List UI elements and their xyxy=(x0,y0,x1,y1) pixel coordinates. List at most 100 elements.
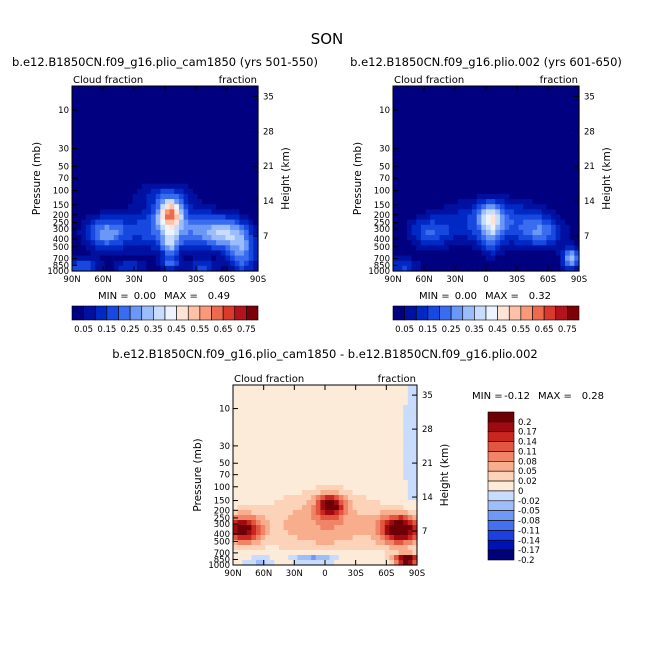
field-cell xyxy=(297,510,303,516)
field-cell xyxy=(237,480,243,486)
field-cell xyxy=(146,173,152,180)
field-cell xyxy=(380,485,386,491)
field-cell xyxy=(537,183,543,190)
field-cell xyxy=(434,204,441,210)
field-cell xyxy=(248,168,254,174)
field-cell xyxy=(260,555,266,561)
x-tick-label: 90S xyxy=(409,569,425,579)
field-cell xyxy=(551,147,557,154)
field-cell xyxy=(541,142,548,149)
field-cell xyxy=(453,147,459,154)
field-cell xyxy=(560,121,566,128)
field-cell xyxy=(251,540,257,546)
field-cell xyxy=(132,132,138,138)
field-cell xyxy=(375,485,381,491)
field-cell xyxy=(490,178,496,185)
field-cell xyxy=(230,183,236,190)
field-cell xyxy=(481,111,487,118)
field-cell xyxy=(412,420,418,426)
field-cell xyxy=(99,255,106,262)
field-cell xyxy=(155,199,161,205)
field-cell xyxy=(560,199,566,205)
height-tick-label: 28 xyxy=(422,425,433,435)
field-cell xyxy=(495,121,501,128)
field-cell xyxy=(230,127,236,133)
field-cell xyxy=(239,127,245,133)
y-tick-label: 700 xyxy=(374,255,390,265)
field-cell xyxy=(389,425,395,431)
field-cell xyxy=(85,188,92,195)
field-cell xyxy=(279,515,285,521)
field-cell xyxy=(490,193,496,200)
field-cell xyxy=(99,235,106,241)
field-cell xyxy=(311,435,317,441)
field-cell xyxy=(380,415,386,421)
field-cell xyxy=(242,405,248,411)
field-cell xyxy=(348,410,354,416)
field-cell xyxy=(237,485,243,491)
field-cell xyxy=(197,235,203,241)
field-cell xyxy=(113,188,120,195)
field-cell xyxy=(279,390,285,396)
field-cell xyxy=(160,86,166,92)
field-cell xyxy=(541,152,548,159)
field-cell xyxy=(174,229,180,236)
field-cell xyxy=(481,260,487,267)
field-cell xyxy=(81,240,87,246)
field-cell xyxy=(104,255,110,262)
field-cell xyxy=(234,235,240,241)
field-cell xyxy=(211,116,217,123)
field-cell xyxy=(389,395,395,401)
field-cell xyxy=(160,96,166,103)
field-cell xyxy=(555,183,561,190)
field-cell xyxy=(453,152,459,159)
field-cell xyxy=(76,250,82,257)
field-cell xyxy=(169,209,175,216)
field-cell xyxy=(234,199,240,205)
field-cell xyxy=(132,199,138,205)
field-cell xyxy=(141,178,147,185)
field-cell xyxy=(462,152,468,159)
field-cell xyxy=(430,127,436,133)
y-tick-label: 100 xyxy=(214,483,230,493)
field-cell xyxy=(85,86,92,92)
field-cell xyxy=(541,193,548,200)
field-cell xyxy=(420,188,427,195)
field-cell xyxy=(85,235,92,241)
field-cell xyxy=(302,545,308,551)
field-cell xyxy=(338,525,344,531)
field-cell xyxy=(311,520,317,526)
field-cell xyxy=(239,152,245,159)
field-cell xyxy=(472,173,478,180)
field-cell xyxy=(394,475,400,481)
field-cell xyxy=(95,127,101,133)
field-cell xyxy=(338,435,344,441)
field-cell xyxy=(555,245,561,252)
field-cell xyxy=(476,168,482,174)
field-cell xyxy=(251,535,257,541)
field-cell xyxy=(366,425,372,431)
field-cell xyxy=(320,455,326,461)
field-cell xyxy=(348,395,354,401)
field-cell xyxy=(151,157,157,164)
field-cell xyxy=(76,178,82,185)
field-cell xyxy=(403,555,409,561)
field-cell xyxy=(211,219,217,226)
field-cell xyxy=(546,157,552,164)
field-cell xyxy=(574,173,580,180)
field-cell xyxy=(371,520,377,526)
field-cell xyxy=(348,480,354,486)
field-cell xyxy=(269,425,275,431)
field-cell xyxy=(99,199,106,205)
field-cell xyxy=(211,173,217,180)
field-cell xyxy=(509,250,515,257)
field-cell xyxy=(393,111,399,118)
field-cell xyxy=(518,157,524,164)
field-cell xyxy=(499,137,506,144)
field-cell xyxy=(127,178,134,185)
field-cell xyxy=(137,265,143,272)
field-cell xyxy=(151,260,157,267)
field-cell xyxy=(504,142,510,149)
field-cell xyxy=(253,204,259,210)
field-cell xyxy=(565,209,571,216)
